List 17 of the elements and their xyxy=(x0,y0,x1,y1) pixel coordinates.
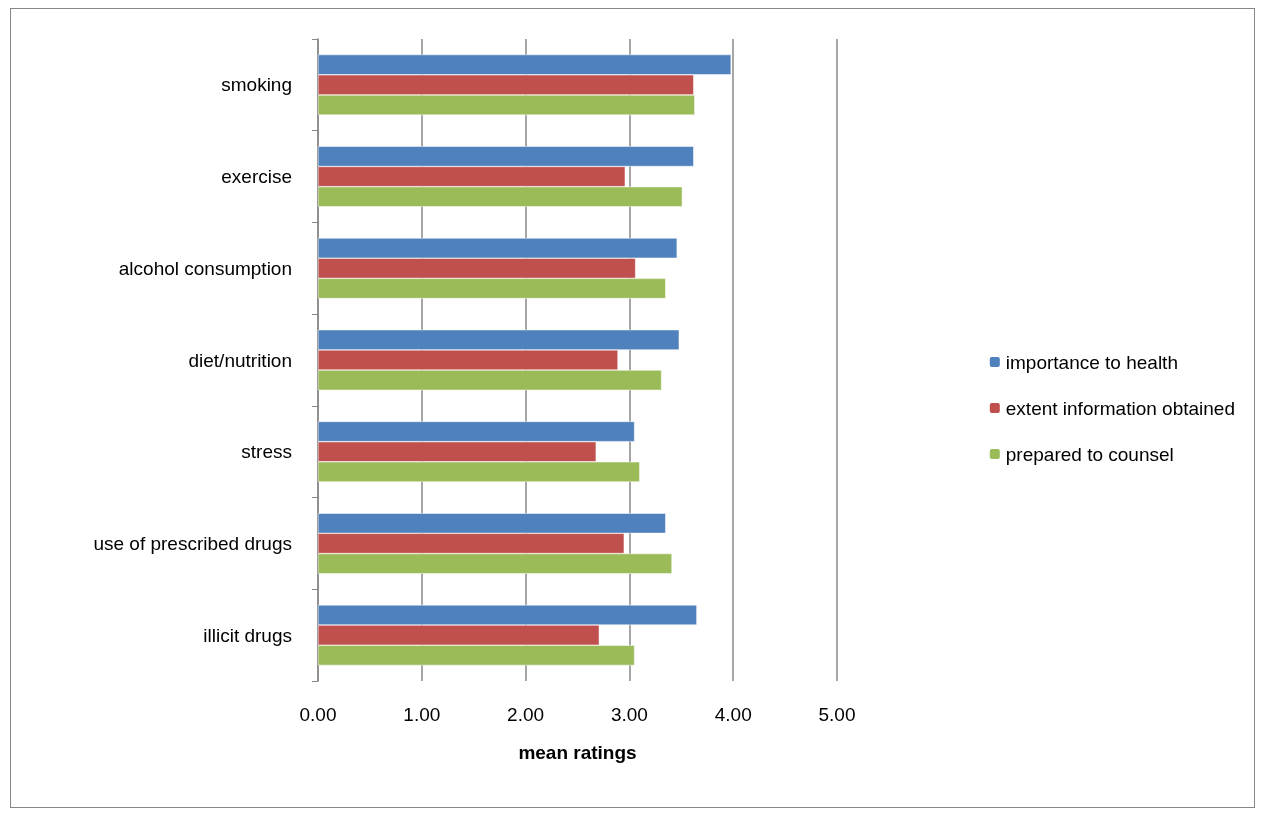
y-tick-label: stress xyxy=(241,441,292,463)
x-axis-title: mean ratings xyxy=(518,742,637,763)
y-tick-label: diet/nutrition xyxy=(188,349,292,371)
y-tick-label: illicit drugs xyxy=(203,624,292,646)
x-tick-label: 1.00 xyxy=(403,704,441,725)
y-tick-label: use of prescribed drugs xyxy=(93,532,292,554)
x-tick-label: 4.00 xyxy=(714,704,752,725)
y-tick-label: exercise xyxy=(221,166,292,188)
legend-label: prepared to counsel xyxy=(1005,443,1174,465)
legend-label: extent information obtained xyxy=(1005,397,1236,419)
x-tick-label: 5.00 xyxy=(818,704,856,725)
x-tick-label: 3.00 xyxy=(610,704,648,725)
x-tick-label: 0.00 xyxy=(299,704,337,725)
y-tick-label: smoking xyxy=(221,74,292,96)
y-tick-label: alcohol consumption xyxy=(118,257,292,279)
x-tick-label: 2.00 xyxy=(507,704,545,725)
legend-label: importance to health xyxy=(1005,351,1178,373)
